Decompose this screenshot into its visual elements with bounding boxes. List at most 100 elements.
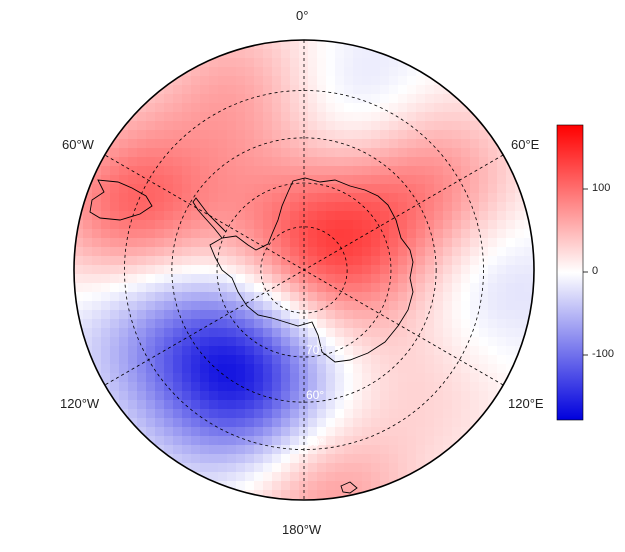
field-cell [326,337,336,347]
field-cell [137,346,147,356]
field-cell [425,364,435,374]
field-cell [299,148,309,158]
field-cell [344,328,354,338]
field-cell [164,184,174,194]
field-cell [191,283,201,293]
field-cell [227,58,237,68]
field-cell [146,400,156,410]
field-cell [479,148,489,158]
field-cell [299,94,309,104]
field-cell [200,157,210,167]
field-cell [380,283,390,293]
field-cell [173,265,183,275]
field-cell [263,283,273,293]
field-cell [227,247,237,257]
field-cell [92,238,102,248]
field-cell [344,139,354,149]
field-cell [200,301,210,311]
field-cell [416,157,426,167]
field-cell [425,409,435,419]
field-cell [128,355,138,365]
field-cell [425,211,435,221]
field-cell [317,193,327,203]
field-cell [137,247,147,257]
field-cell [209,310,219,320]
field-cell [335,184,345,194]
field-cell [326,427,336,437]
field-cell [236,148,246,158]
field-cell [353,319,363,329]
field-cell [470,265,480,275]
field-cell [218,193,228,203]
field-cell [146,274,156,284]
field-cell [506,274,516,284]
field-cell [452,274,462,284]
field-cell [461,193,471,203]
field-cell [308,328,318,338]
field-cell [128,310,138,320]
field-cell [245,373,255,383]
field-cell [209,418,219,428]
field-cell [254,400,264,410]
field-cell [209,346,219,356]
field-cell [389,121,399,131]
latitude-circle [124,90,484,450]
field-cell [92,283,102,293]
field-cell [263,382,273,392]
field-cell [434,103,444,113]
field-cell [164,373,174,383]
field-cell [371,391,381,401]
field-cell [353,436,363,446]
field-cell [272,112,282,122]
field-cell [218,373,228,383]
field-cell [497,175,507,185]
field-cell [281,481,291,491]
field-cell [191,148,201,158]
field-cell [290,139,300,149]
field-cell [227,238,237,248]
field-cell [371,328,381,338]
field-cell [398,319,408,329]
field-cell [227,220,237,230]
field-cell [119,211,129,221]
field-cell [398,382,408,392]
field-cell [461,175,471,185]
field-cell [110,301,120,311]
field-cell [335,436,345,446]
field-cell [173,346,183,356]
field-cell [416,112,426,122]
field-cell [173,454,183,464]
field-cell [83,238,93,248]
field-cell [362,238,372,248]
field-cell [344,445,354,455]
field-cell [83,229,93,239]
field-cell [308,490,318,500]
field-cell [335,220,345,230]
field-cell [182,157,192,167]
field-cell [353,202,363,212]
field-cell [155,265,165,275]
field-cell [452,445,462,455]
field-cell [434,319,444,329]
field-cell [137,121,147,131]
field-cell [83,193,93,203]
field-cell [452,85,462,95]
field-cell [200,139,210,149]
field-cell [200,175,210,185]
field-cell [263,409,273,419]
field-cell [182,130,192,140]
field-cell [380,490,390,500]
field-cell [389,454,399,464]
field-cell [101,283,111,293]
field-cell [326,103,336,113]
field-cell [407,202,417,212]
field-cell [371,490,381,500]
field-cell [380,139,390,149]
field-cell [263,274,273,284]
field-cell [317,301,327,311]
field-cell [146,265,156,275]
field-cell [146,184,156,194]
field-cell [515,310,525,320]
field-cell [146,364,156,374]
field-cell [362,157,372,167]
